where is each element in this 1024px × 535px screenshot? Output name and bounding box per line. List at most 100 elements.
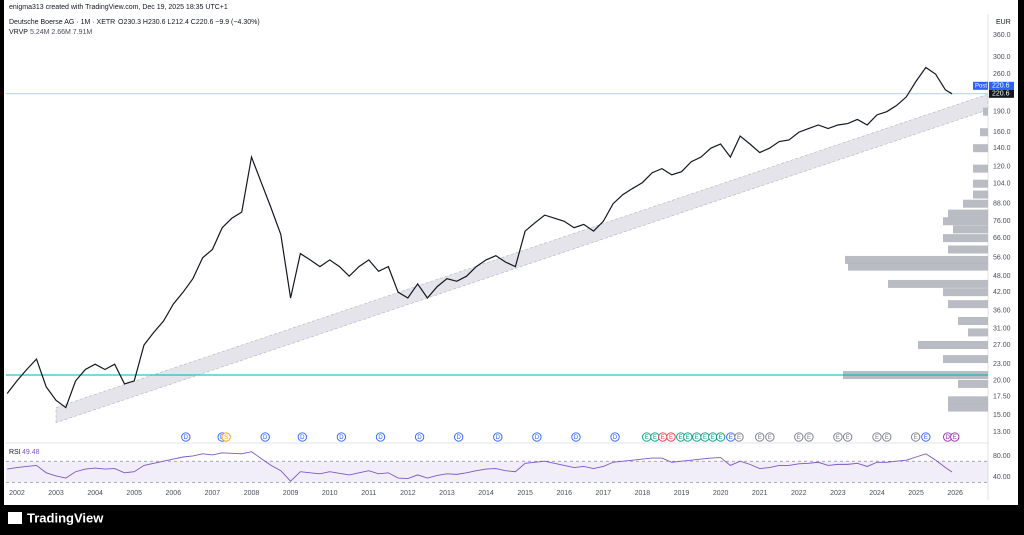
y-tick-label: 15.00 [993,412,1011,419]
event-label: E [661,435,665,441]
credit: enigma313 created with TradingView.com, … [9,4,228,11]
indicator-values: 5.24M 2.66M 7.91M [30,29,92,36]
volume-bar [973,144,988,153]
rsi-name: RSI [9,449,21,456]
chart-panel [4,0,1018,505]
volume-bar [918,341,988,350]
channel [55,93,989,424]
event-label: S [224,435,228,441]
y-tick-label: 300.0 [993,54,1011,61]
event-label: E [885,435,889,441]
x-tick-label: 2022 [791,490,807,497]
x-tick-label: 2007 [205,490,221,497]
event-label: D [946,435,951,441]
x-tick-label: 2023 [830,490,846,497]
last-price: 220.6 [992,91,1010,98]
event-marker [454,432,464,442]
x-tick-label: 2016 [556,490,572,497]
event-marker [872,432,882,442]
event-marker [804,432,814,442]
y-tick-label: 17.50 [993,394,1011,401]
y-tick-label: 104.0 [993,181,1011,188]
x-tick-label: 2011 [361,490,376,497]
event-marker [833,432,843,442]
event-label: D [339,435,344,441]
x-tick-label: 2009 [283,490,299,497]
event-label: D [184,435,189,441]
event-label: E [645,435,649,441]
brand: TradingView [27,510,104,525]
event-label: D [496,435,501,441]
volume-bar [963,199,988,208]
symbol: Deutsche Boerse AG · 1M · XETR [9,19,115,26]
x-tick-label: 2025 [908,490,924,497]
event-marker [911,432,921,442]
volume-bar [943,288,988,297]
currency: EUR [996,19,1011,26]
event-label: E [836,435,840,441]
event-marker [571,432,581,442]
post-label: Post [975,83,987,89]
x-tick-label: 2014 [478,490,494,497]
x-tick-label: 2017 [596,490,612,497]
volume-bar [973,164,988,173]
volume-bar [948,403,988,412]
event-label: E [695,435,699,441]
rsi-last: 49.48 [22,449,40,456]
event-marker [336,432,347,442]
event-label: E [914,435,918,441]
event-label: E [737,435,741,441]
y-tick-label: 13.00 [993,429,1011,436]
y-tick-label: 31.00 [993,325,1011,332]
x-tick-label: 2020 [713,490,729,497]
event-label: D [263,435,268,441]
event-label: E [653,435,657,441]
event-marker [921,432,931,442]
volume-bar [948,209,988,218]
event-label: D [378,435,383,441]
x-tick-label: 2018 [635,490,651,497]
volume-bar [958,317,988,326]
y-tick-label: 76.00 [993,218,1011,225]
y-tick-label: 190.0 [993,109,1011,116]
rsi-line [7,451,953,482]
event-marker [297,432,307,442]
event-marker [765,432,775,442]
event-marker [375,432,386,442]
event-marker [794,432,804,442]
volume-bar [943,234,988,243]
event-marker [414,432,425,442]
y-tick-label: 140.0 [993,145,1011,152]
event-label: E [768,435,772,441]
volume-bar [948,245,988,254]
volume-bar [943,217,988,226]
y-tick-label: 42.00 [993,289,1011,296]
volume-bar [848,262,988,271]
volume-bar [958,379,988,388]
y-tick-label: 36.00 [993,307,1011,314]
x-tick-label: 2006 [166,490,182,497]
event-label: E [679,435,683,441]
event-label: E [807,435,811,441]
event-label: D [613,435,618,441]
event-marker [666,432,676,442]
x-tick-label: 2013 [439,490,455,497]
event-marker [734,432,744,442]
event-marker [493,432,503,442]
y-tick-label: 160.0 [993,129,1011,136]
x-tick-label: 2021 [752,490,768,497]
y-tick-label: 56.00 [993,255,1011,262]
x-tick-label: 2005 [126,490,142,497]
volume-bar [845,255,988,264]
volume-bar [948,300,988,309]
event-marker [683,432,693,442]
rsi-tick-label: 40.00 [993,474,1011,481]
volume-bar [980,128,988,137]
event-label: E [719,435,723,441]
event-marker [610,432,620,442]
y-tick-label: 27.00 [993,342,1011,349]
volume-bar [973,179,988,188]
post-price: 220.6 [992,83,1010,90]
x-tick-label: 2026 [947,490,963,497]
